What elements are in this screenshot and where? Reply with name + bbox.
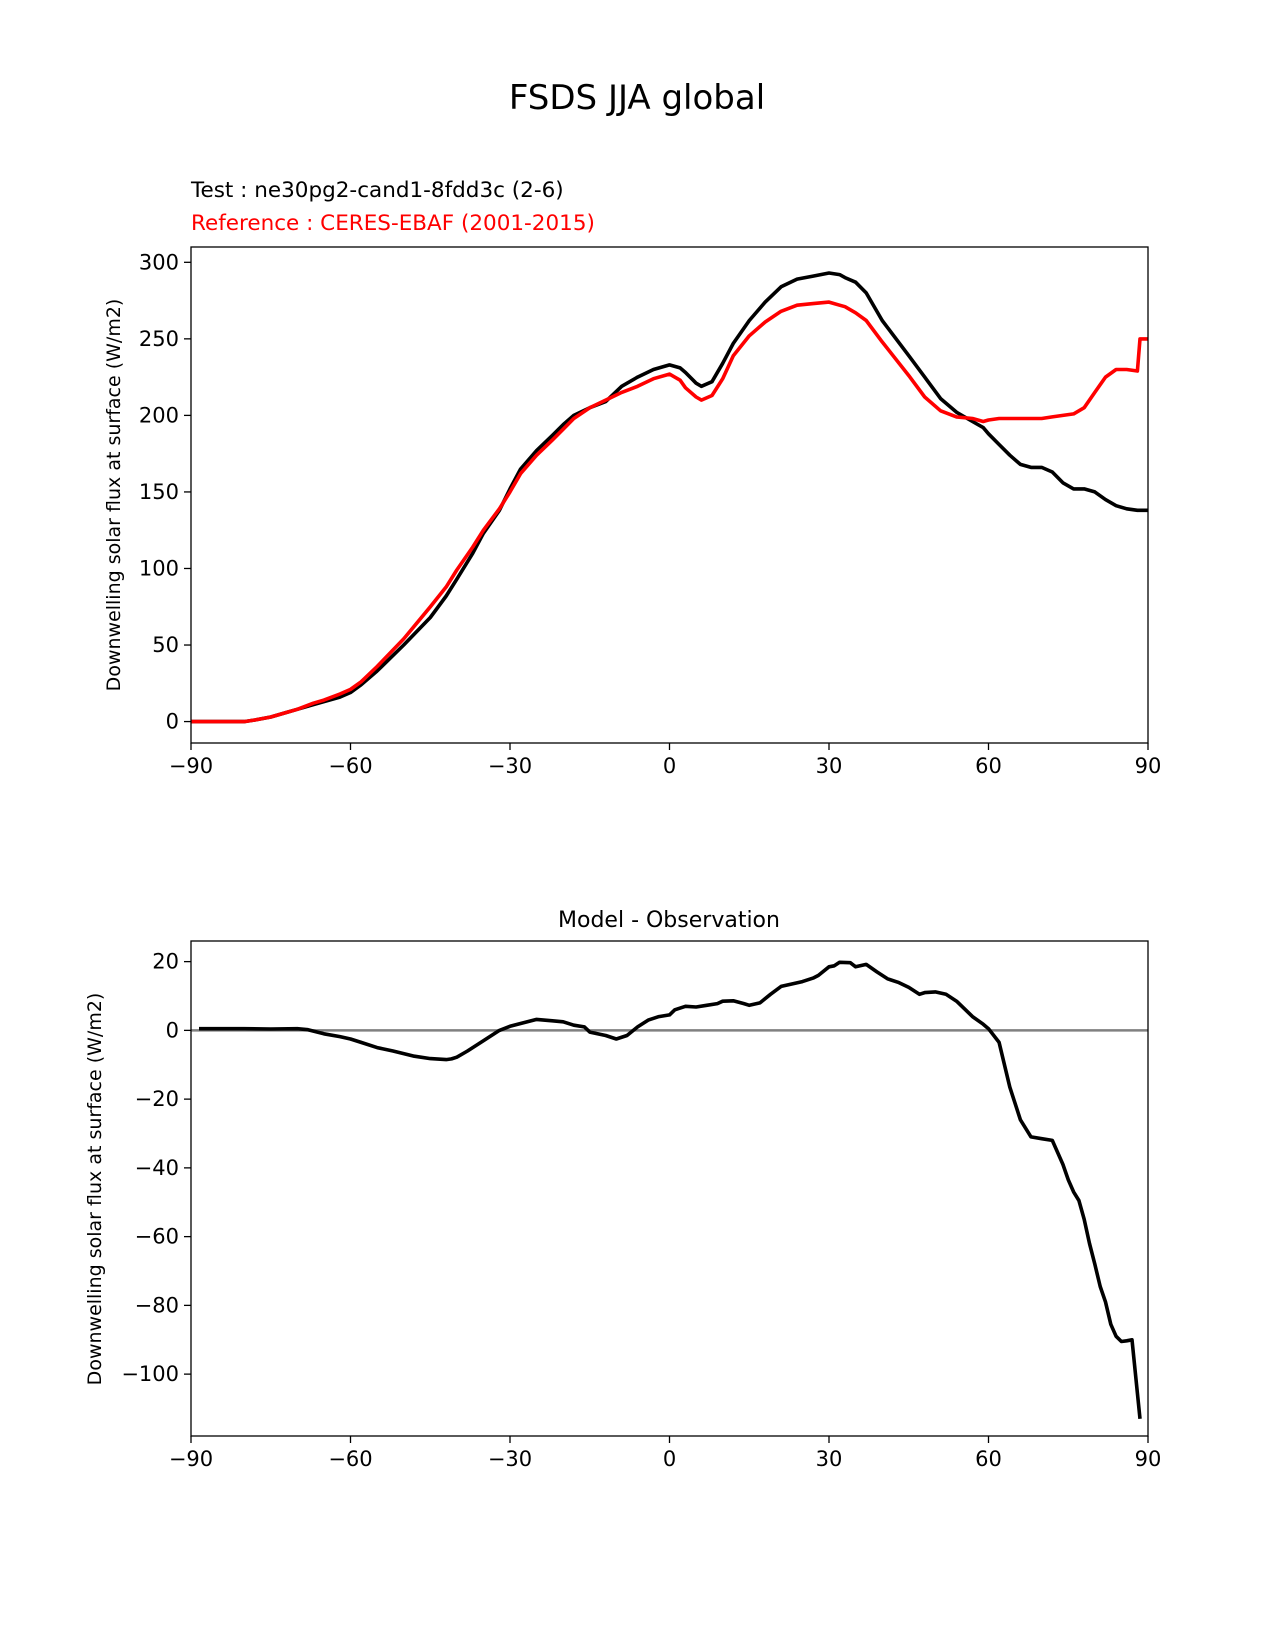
figure-title: FSDS JJA global: [509, 78, 765, 118]
top-series-group: [191, 271, 1148, 724]
top-y-axis-label: Downwelling solar flux at surface (W/m2): [103, 299, 125, 692]
bottom-y-tick-label: 20: [152, 950, 179, 974]
top-x-tick-label: 30: [816, 754, 843, 778]
top-panel: Test : ne30pg2-cand1-8fdd3c (2-6) Refere…: [103, 178, 1161, 778]
bottom-panel: Model - Observation −90 −60 −30 0 30 60 90 −100…: [84, 908, 1161, 1471]
top-y-tick-label: 100: [139, 556, 179, 580]
bottom-panel-title: Model - Observation: [558, 908, 780, 933]
bottom-y-tick-label: −40: [135, 1156, 179, 1180]
bottom-y-tick-label: −100: [121, 1362, 179, 1386]
top-y-tick-label: 0: [166, 710, 179, 734]
bottom-x-tick-label: 0: [663, 1447, 676, 1471]
bottom-y-tick-label: 0: [166, 1018, 179, 1042]
bottom-y-tick-label: −20: [135, 1087, 179, 1111]
top-x-tick-label: 0: [663, 754, 676, 778]
top-y-tick-label: 250: [139, 327, 179, 351]
top-series-line-1: [191, 300, 1148, 724]
top-y-tick-label: 150: [139, 480, 179, 504]
bottom-x-tick-label: 90: [1135, 1447, 1162, 1471]
bottom-x-tick-label: −90: [169, 1447, 213, 1471]
bottom-axes: −90 −60 −30 0 30 60 90 −100 −80 −60 −40 −20 0 20: [121, 950, 1161, 1471]
top-y-tick-label: 200: [139, 403, 179, 427]
top-y-tick-label: 300: [139, 250, 179, 274]
top-y-tick-label: 50: [152, 633, 179, 657]
top-x-tick-label: −60: [328, 754, 372, 778]
bottom-x-tick-label: −60: [328, 1447, 372, 1471]
top-x-tick-label: −90: [169, 754, 213, 778]
bottom-series-line-0: [199, 960, 1142, 1419]
top-x-tick-label: 90: [1135, 754, 1162, 778]
test-label: Test : ne30pg2-cand1-8fdd3c (2-6): [190, 178, 564, 203]
bottom-y-axis-label: Downwelling solar flux at surface (W/m2): [84, 993, 106, 1386]
bottom-y-tick-label: −60: [135, 1225, 179, 1249]
bottom-series-group: [191, 960, 1148, 1419]
bottom-x-tick-label: 30: [816, 1447, 843, 1471]
top-axes: −90 −60 −30 0 30 60 90 0 50 100 150 200 250 300: [139, 250, 1161, 778]
top-series-line-0: [191, 271, 1148, 724]
top-plot-frame: [190, 246, 1149, 744]
bottom-plot-frame: [190, 940, 1149, 1437]
top-x-tick-label: −30: [488, 754, 532, 778]
bottom-y-tick-label: −80: [135, 1293, 179, 1317]
bottom-x-tick-label: 60: [975, 1447, 1002, 1471]
reference-label: Reference : CERES-EBAF (2001-2015): [191, 211, 595, 236]
bottom-x-tick-label: −30: [488, 1447, 532, 1471]
top-x-tick-label: 60: [975, 754, 1002, 778]
